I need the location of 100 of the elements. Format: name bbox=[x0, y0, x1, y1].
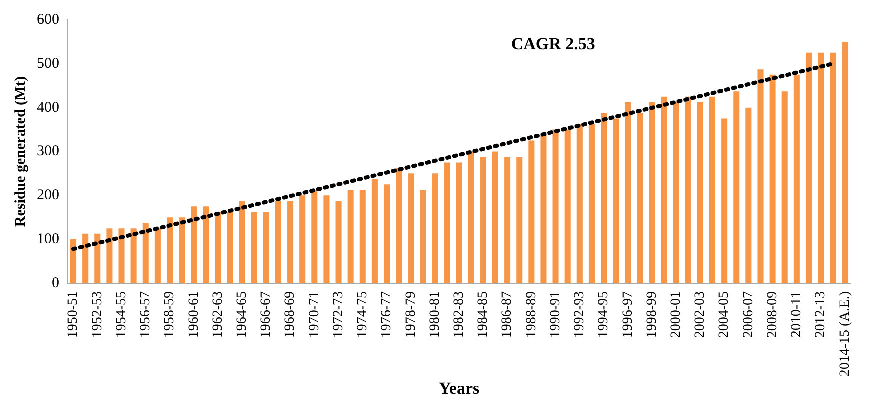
bar bbox=[588, 124, 595, 284]
bar bbox=[794, 74, 800, 284]
x-tick-label: 1950-51 bbox=[66, 291, 82, 338]
bar bbox=[710, 96, 716, 284]
bar bbox=[215, 212, 222, 284]
x-tick-label: 1992-93 bbox=[572, 291, 588, 338]
x-tick-label: 2004-05 bbox=[717, 291, 732, 338]
y-tick-label: 0 bbox=[52, 275, 60, 292]
bar bbox=[191, 206, 198, 284]
x-tick-label: 1970-71 bbox=[307, 291, 322, 338]
x-tick-label: 1966-67 bbox=[259, 291, 274, 338]
bar bbox=[396, 168, 402, 284]
annotation: CAGR 2.53 bbox=[511, 34, 596, 54]
x-tick-label: 1962-63 bbox=[210, 291, 226, 338]
bar bbox=[613, 118, 620, 284]
x-tick-label: 2008-09 bbox=[765, 291, 780, 338]
bar bbox=[251, 212, 258, 284]
bar bbox=[480, 157, 486, 284]
bar bbox=[842, 42, 848, 284]
x-tick-label: 1980-81 bbox=[428, 291, 443, 338]
bar bbox=[324, 196, 330, 284]
x-tick-label: 2014-15 (A.E.) bbox=[838, 291, 853, 377]
bar bbox=[734, 92, 740, 284]
bar bbox=[239, 201, 246, 284]
y-tick-label: 300 bbox=[37, 144, 60, 160]
bar bbox=[275, 201, 282, 284]
bar bbox=[118, 228, 125, 284]
bar bbox=[312, 190, 318, 284]
bar bbox=[360, 190, 366, 284]
bar bbox=[288, 201, 294, 284]
bar bbox=[106, 228, 113, 284]
x-tick-label: 1988-89 bbox=[524, 291, 540, 338]
bar bbox=[649, 102, 656, 284]
x-tick-label: 2002-03 bbox=[693, 291, 708, 338]
bar bbox=[300, 196, 306, 284]
bar bbox=[504, 157, 511, 284]
y-tick-label: 600 bbox=[37, 12, 60, 28]
bar bbox=[94, 234, 101, 284]
x-tick-label: 1972-73 bbox=[331, 291, 346, 338]
bar bbox=[227, 212, 234, 284]
bar bbox=[516, 157, 523, 284]
bar bbox=[697, 102, 704, 284]
bar bbox=[685, 96, 692, 284]
x-tick-label: 1958-59 bbox=[162, 291, 178, 338]
x-tick-label: 1998-99 bbox=[644, 291, 660, 338]
y-tick-label: 200 bbox=[37, 188, 60, 204]
x-tick-label: 1982-83 bbox=[452, 291, 468, 338]
bar bbox=[130, 228, 137, 284]
bar bbox=[758, 70, 764, 284]
x-tick-label: 1974-75 bbox=[356, 291, 371, 338]
y-axis-title: Residue generated (Mt) bbox=[12, 76, 29, 228]
bar bbox=[348, 190, 354, 284]
bar bbox=[722, 118, 728, 284]
bar bbox=[830, 52, 836, 284]
bar bbox=[528, 140, 535, 284]
x-axis-title: Years bbox=[439, 379, 480, 398]
x-tick-label: 1952-53 bbox=[90, 291, 106, 338]
bar bbox=[552, 130, 559, 284]
bar bbox=[661, 96, 668, 284]
y-tick-label: 100 bbox=[37, 231, 60, 248]
bar bbox=[142, 223, 149, 284]
bar bbox=[468, 152, 474, 284]
x-tick-label: 1994-95 bbox=[596, 291, 612, 338]
bar bbox=[770, 74, 776, 284]
bar bbox=[336, 201, 342, 284]
bar bbox=[673, 102, 680, 284]
x-tick-label: 1984-85 bbox=[476, 291, 492, 338]
bar bbox=[166, 218, 173, 284]
x-tick-label: 1978-79 bbox=[404, 291, 419, 338]
x-tick-label: 1968-69 bbox=[283, 291, 298, 338]
x-tick-label: 1986-87 bbox=[500, 291, 516, 338]
bar bbox=[408, 174, 414, 284]
bar bbox=[179, 218, 186, 284]
bar bbox=[782, 92, 788, 284]
y-tick-label: 500 bbox=[37, 56, 60, 72]
x-tick-label: 1964-65 bbox=[234, 291, 250, 338]
x-tick-label: 1990-91 bbox=[548, 291, 564, 338]
bar bbox=[432, 174, 438, 284]
bar bbox=[82, 234, 89, 284]
x-tick-label: 2010-11 bbox=[790, 291, 805, 338]
x-tick-label: 1976-77 bbox=[380, 291, 395, 338]
bar bbox=[444, 162, 450, 284]
bar bbox=[540, 135, 547, 284]
x-tick-label: 1956-57 bbox=[138, 291, 154, 338]
bar bbox=[384, 184, 390, 284]
x-tick-label: 1996-97 bbox=[620, 291, 636, 338]
bar bbox=[746, 108, 752, 284]
x-tick-label: 2000-01 bbox=[669, 291, 684, 338]
bar bbox=[263, 212, 270, 284]
bar bbox=[564, 130, 571, 284]
bar bbox=[420, 190, 426, 284]
bar bbox=[203, 206, 210, 284]
bar bbox=[154, 228, 161, 284]
bar bbox=[637, 114, 644, 284]
x-tick-label: 1960-61 bbox=[186, 291, 202, 338]
bar bbox=[600, 114, 608, 284]
bar bbox=[70, 240, 77, 284]
bar bbox=[806, 52, 812, 284]
bar bbox=[625, 102, 632, 284]
bar bbox=[456, 162, 462, 284]
